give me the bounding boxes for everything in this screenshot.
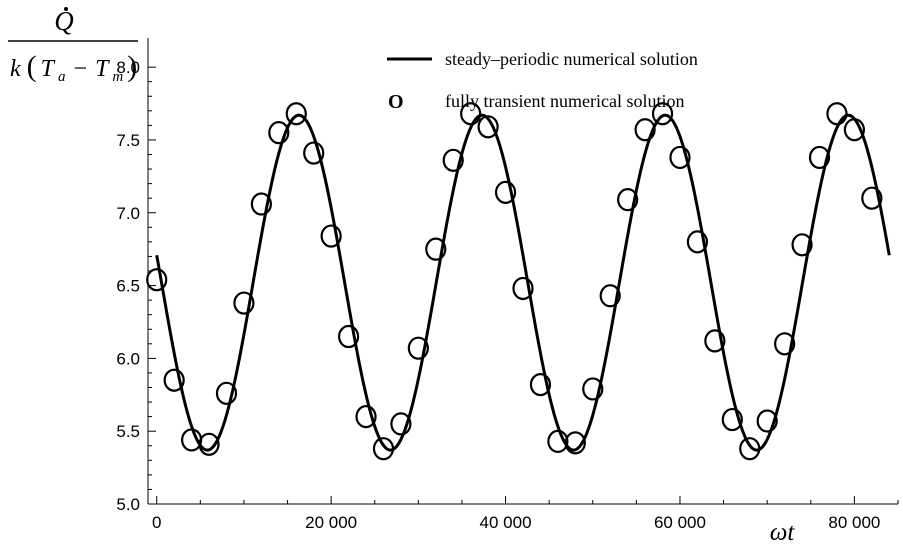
transient-point <box>634 118 656 142</box>
series-steady-periodic <box>155 113 891 452</box>
transient-point <box>669 145 691 170</box>
transient-point <box>686 230 709 254</box>
transient-point <box>512 276 534 301</box>
transient-point <box>215 381 238 405</box>
transient-point <box>285 102 307 126</box>
steady-periodic-line <box>155 113 891 452</box>
transient-point <box>337 324 360 349</box>
transient-point <box>198 432 220 456</box>
x-tick-label: 80 000 <box>828 513 880 532</box>
y-tick-label: 5.0 <box>116 495 140 514</box>
transient-point <box>599 284 621 308</box>
legend-label-transient: fully transient numerical solution <box>445 91 684 111</box>
transient-point <box>425 237 447 261</box>
transient-point <box>843 118 865 142</box>
transient-point <box>861 186 883 210</box>
y-label-q-dot <box>64 7 68 11</box>
transient-point <box>233 291 255 315</box>
transient-point <box>390 412 412 436</box>
y-tick-label: 5.5 <box>116 422 140 441</box>
transient-point <box>756 409 778 433</box>
legend-marker-swatch: O <box>388 91 404 113</box>
y-label-q: Q <box>54 6 74 36</box>
x-ticks: 0 20 000 40 000 60 000 80 000 <box>152 496 899 532</box>
transient-point <box>564 431 586 455</box>
legend: steady–periodic numerical solution O ful… <box>387 49 698 113</box>
transient-point <box>808 145 831 170</box>
y-tick-label: 6.5 <box>116 277 140 296</box>
series-fully-transient <box>146 102 883 461</box>
y-axis-label: Q k ( T a − T m ) <box>8 6 138 85</box>
x-tick-label: 20 000 <box>305 513 357 532</box>
transient-point <box>582 377 604 401</box>
transient-point <box>529 372 552 397</box>
transient-point <box>547 429 569 453</box>
transient-point <box>355 405 377 429</box>
y-tick-label: 7.5 <box>116 131 140 150</box>
x-label-text: ωt <box>770 519 796 546</box>
x-tick-label: 40 000 <box>480 513 532 532</box>
transient-point <box>651 102 674 126</box>
transient-point <box>721 407 743 432</box>
transient-point <box>739 437 761 461</box>
y-label-denominator: k ( T a − T m ) <box>10 50 137 85</box>
transient-point <box>617 188 639 212</box>
transient-point <box>704 329 726 353</box>
transient-point <box>146 268 168 292</box>
transient-point <box>303 141 325 165</box>
transient-point <box>774 332 796 356</box>
y-ticks: 5.0 5.5 6.0 6.5 7.0 7.5 8.0 <box>116 58 156 514</box>
transient-point <box>477 115 499 139</box>
y-tick-label: 8.0 <box>116 58 140 77</box>
x-axis-label: ωt <box>770 519 796 546</box>
x-tick-label: 0 <box>152 513 161 532</box>
transient-point <box>826 102 848 126</box>
y-tick-label: 7.0 <box>116 204 140 223</box>
transient-point <box>442 148 464 172</box>
transient-point <box>250 192 272 216</box>
transient-point <box>268 121 290 145</box>
transient-point <box>494 180 517 204</box>
legend-label-steady: steady–periodic numerical solution <box>445 49 698 69</box>
transient-point <box>320 224 342 248</box>
transient-point <box>163 368 185 392</box>
transient-point <box>791 233 813 257</box>
transient-point <box>460 102 482 126</box>
y-tick-label: 6.0 <box>116 349 140 368</box>
x-tick-label: 60 000 <box>654 513 706 532</box>
transient-point <box>372 437 395 461</box>
transient-point <box>407 336 429 360</box>
